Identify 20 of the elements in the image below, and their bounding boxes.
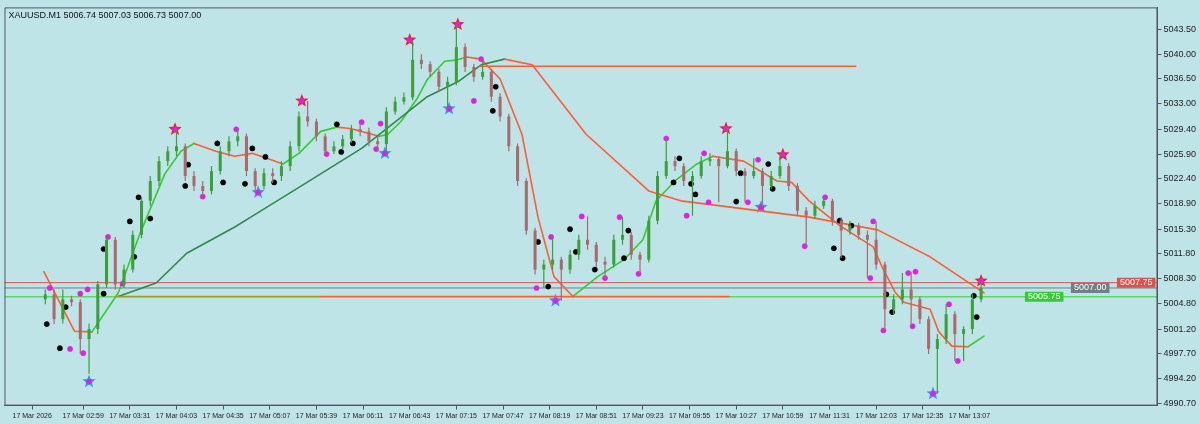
y-tick-label: 5011.80 (1163, 248, 1196, 259)
y-tick-label: 5022.40 (1163, 173, 1197, 184)
chart-title: XAUUSD.M1 5006.74 5007.03 5006.73 5007.00 (8, 10, 202, 21)
y-tick-label: 4997.70 (1163, 348, 1197, 359)
y-tick-label: 4994.20 (1163, 373, 1197, 384)
y-tick-label: 5004.80 (1163, 298, 1197, 309)
y-tick-label: 5040.00 (1163, 48, 1197, 59)
y-tick-label: 5015.30 (1163, 223, 1197, 234)
ref-line-label: 5005.75 (1027, 291, 1061, 302)
y-tick-label: 5018.90 (1163, 198, 1197, 209)
y-tick-label: 5008.30 (1163, 273, 1197, 284)
y-tick-label: 5043.50 (1163, 23, 1197, 34)
y-tick-label: 5001.20 (1163, 323, 1197, 334)
y-tick-label: 4990.70 (1163, 397, 1197, 408)
ref-line-label: 5007.75 (1119, 277, 1153, 288)
y-tick-label: 5036.50 (1163, 73, 1197, 84)
ref-line-label: 5007.00 (1073, 282, 1107, 293)
y-tick-label: 5025.90 (1163, 148, 1197, 159)
y-tick-label: 5029.40 (1163, 123, 1197, 134)
y-tick-label: 5033.00 (1163, 98, 1197, 109)
